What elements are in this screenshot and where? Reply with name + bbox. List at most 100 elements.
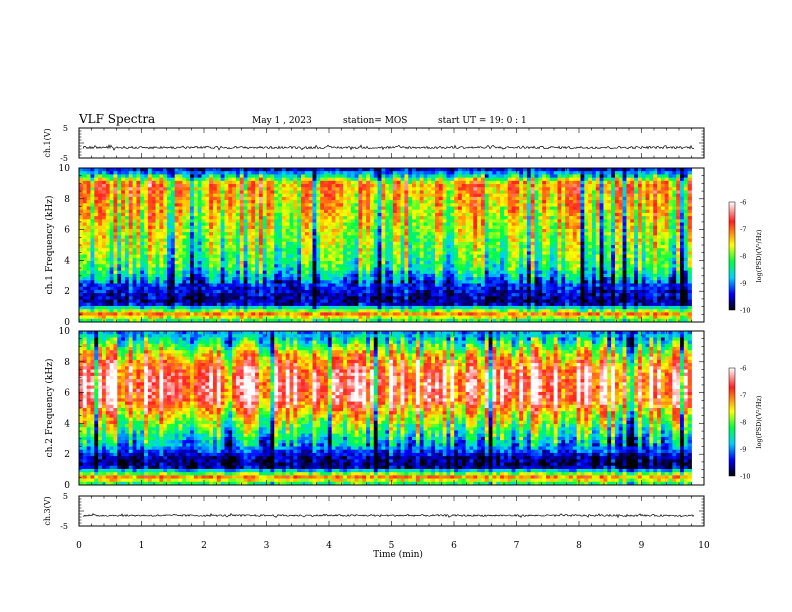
spectrogram-cell — [121, 180, 126, 185]
spectrogram-cell — [132, 232, 137, 236]
spectrogram-cell — [469, 248, 474, 252]
spectrogram-cell — [251, 248, 256, 252]
spectrogram-cell — [235, 251, 241, 256]
spectrogram-cell — [572, 251, 578, 256]
spectrogram-cell — [170, 212, 176, 217]
spectrogram-cell — [220, 241, 225, 246]
spectrogram-cell — [649, 168, 654, 172]
spectrogram-cell — [584, 203, 589, 207]
spectrogram-cell — [228, 168, 233, 172]
spectrogram-cell — [243, 245, 248, 249]
spectrogram-cell — [304, 235, 310, 239]
spectrogram-cell — [683, 196, 689, 201]
spectrogram-cell — [144, 235, 149, 239]
spectrogram-cell — [557, 180, 562, 185]
spectrogram-cell — [595, 187, 601, 191]
spectrogram-cell — [584, 168, 589, 172]
spectrogram-cell — [423, 222, 428, 227]
spectrogram-cell — [442, 171, 447, 175]
spectrogram-cell — [415, 225, 421, 230]
spectrogram-cell — [224, 245, 229, 249]
spectrogram-cell — [408, 200, 413, 204]
spectrogram-cell — [98, 203, 103, 207]
spectrogram-cell — [178, 180, 183, 185]
spectrogram-cell — [128, 241, 133, 246]
spectrogram-cell — [618, 206, 623, 211]
spectrogram-cell — [293, 190, 298, 195]
spectrogram-cell — [496, 222, 501, 227]
spectrogram-cell — [469, 219, 474, 223]
spectrogram-cell — [270, 248, 275, 252]
spectrogram-cell — [565, 216, 570, 220]
spectrogram-cell — [515, 254, 520, 259]
spectrogram-cell — [580, 232, 585, 236]
spectrogram-cell — [346, 245, 352, 249]
spectrogram-cell — [530, 222, 535, 227]
spectrogram-cell — [500, 200, 505, 204]
spectrogram-cell — [553, 261, 558, 265]
spectrogram-cell — [101, 235, 107, 239]
spectrogram-cell — [595, 248, 601, 252]
spectrogram-cell — [255, 206, 260, 211]
spectrogram-cell — [255, 228, 260, 233]
spectrogram-cell — [304, 251, 310, 256]
spectrogram-cell — [362, 241, 367, 246]
spectrogram-cell — [473, 216, 478, 220]
spectrogram-cell — [144, 171, 149, 175]
spectrogram-cell — [680, 180, 685, 185]
spectrogram-cell — [105, 171, 111, 175]
spectrogram-cell — [159, 225, 164, 230]
spectrogram-cell — [178, 190, 183, 195]
spectrogram-cell — [561, 222, 566, 227]
spectrogram-cell — [140, 248, 145, 252]
spectrogram-cell — [396, 193, 401, 198]
spectrogram-cell — [580, 219, 585, 223]
spectrogram-cell — [431, 171, 436, 175]
spectrogram-cell — [239, 228, 245, 233]
spectrogram-cell — [538, 209, 543, 214]
spectrogram-cell — [503, 171, 509, 175]
spectrogram-cell — [637, 241, 643, 246]
spectrogram-cell — [82, 219, 88, 223]
spectrogram-cell — [312, 196, 317, 201]
spectrogram-cell — [396, 261, 401, 265]
spectrogram-cell — [576, 193, 581, 198]
spectrogram-cell — [657, 238, 662, 243]
spectrogram-cell — [454, 225, 459, 230]
spectrogram-cell — [419, 193, 424, 198]
spectrogram-cell — [511, 248, 516, 252]
spectrogram-cell — [86, 254, 91, 259]
spectrogram-cell — [572, 222, 578, 227]
spectrogram-cell — [419, 174, 424, 179]
spectrogram-cell — [473, 193, 478, 198]
spectrogram-cell — [109, 232, 114, 236]
spectrogram-cell — [519, 196, 524, 201]
spectrogram-cell — [392, 190, 398, 195]
spectrogram-cell — [683, 174, 689, 179]
spectrogram-cell — [98, 180, 103, 185]
spectrogram-cell — [366, 200, 371, 204]
spectrogram-cell — [331, 174, 336, 179]
spectrogram-cell — [415, 257, 421, 262]
spectrogram-cell — [255, 212, 260, 217]
spectrogram-cell — [377, 257, 382, 262]
spectrogram-cell — [358, 177, 363, 182]
spectrogram-cell — [438, 200, 444, 204]
spectrogram-cell — [561, 212, 566, 217]
spectrogram-cell — [377, 174, 382, 179]
spectrogram-cell — [121, 257, 126, 262]
spectrogram-cell — [174, 219, 179, 223]
spectrogram-cell — [404, 184, 409, 188]
spectrogram-cell — [98, 248, 103, 252]
spectrogram-cell — [419, 222, 424, 227]
spectrogram-cell — [304, 174, 310, 179]
spectrogram-cell — [607, 257, 612, 262]
spectrogram-cell — [151, 261, 156, 265]
spectrogram-cell — [457, 261, 463, 265]
spectrogram-cell — [442, 241, 447, 246]
spectrogram-cell — [167, 196, 172, 201]
spectrogram-cell — [588, 184, 593, 188]
spectrogram-cell — [649, 203, 654, 207]
spectrogram-cell — [480, 225, 486, 230]
spectrogram-cell — [239, 222, 245, 227]
